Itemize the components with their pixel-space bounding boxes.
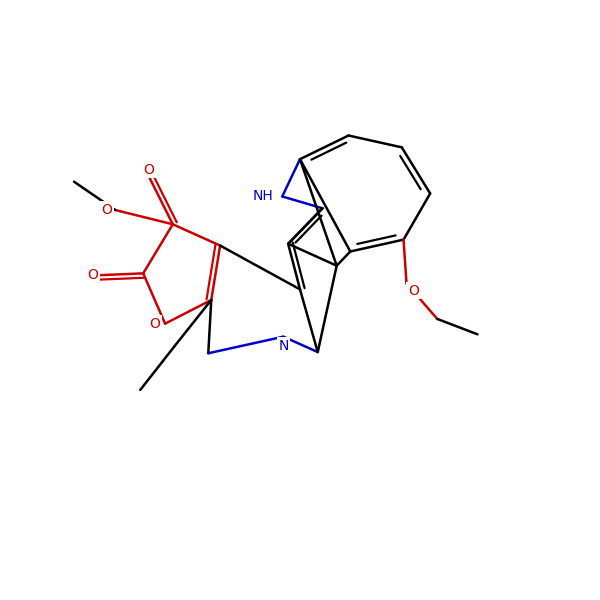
Text: O: O bbox=[149, 317, 160, 331]
Text: N: N bbox=[278, 338, 289, 353]
Text: O: O bbox=[408, 284, 419, 298]
Text: O: O bbox=[143, 163, 155, 177]
Text: NH: NH bbox=[253, 190, 274, 203]
Text: O: O bbox=[101, 203, 113, 217]
Text: O: O bbox=[88, 268, 98, 282]
